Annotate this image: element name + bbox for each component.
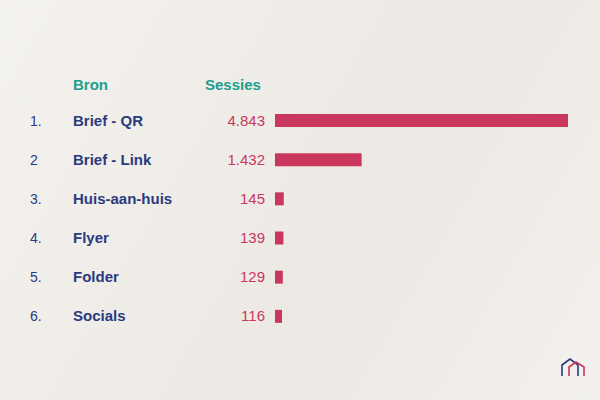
svg-text:129: 129 [240, 268, 265, 285]
svg-text:Folder: Folder [73, 268, 119, 285]
svg-text:2: 2 [30, 152, 38, 168]
svg-text:Socials: Socials [73, 307, 126, 324]
svg-text:1.: 1. [30, 113, 42, 129]
svg-text:6.: 6. [30, 308, 42, 324]
svg-text:Flyer: Flyer [73, 229, 109, 246]
svg-text:4.843: 4.843 [227, 112, 265, 129]
html-text:Sessies: Sessies [205, 76, 261, 93]
svg-text:1.432: 1.432 [227, 151, 265, 168]
svg-text:Huis-aan-huis: Huis-aan-huis [73, 190, 172, 207]
svg-text:3.: 3. [30, 191, 42, 207]
svg-text:145: 145 [240, 190, 265, 207]
svg-text:139: 139 [240, 229, 265, 246]
svg-text:116: 116 [241, 307, 265, 324]
svg-text:4.: 4. [30, 230, 42, 246]
svg-text:5.: 5. [30, 269, 42, 285]
svg-text:Brief - Link: Brief - Link [73, 151, 152, 168]
html-text:Bron: Bron [73, 76, 108, 93]
svg-text:Brief - QR: Brief - QR [73, 112, 143, 129]
